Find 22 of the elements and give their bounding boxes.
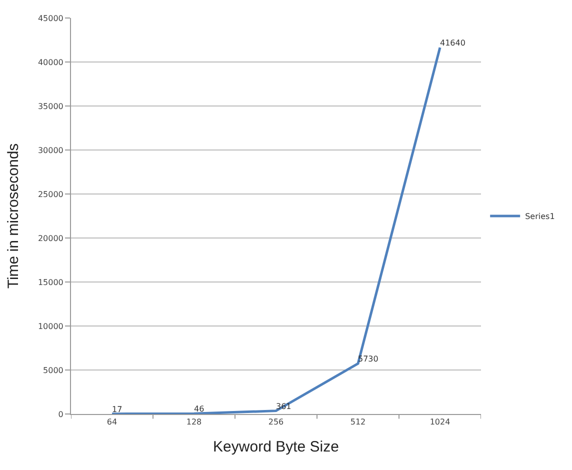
y-tick-label: 10000 [38, 322, 64, 331]
y-tick-label: 40000 [38, 58, 64, 67]
y-tick-label: 45000 [38, 14, 64, 23]
x-tick-label: 512 [350, 418, 366, 427]
x-tick-label: 256 [268, 418, 284, 427]
data-label: 46 [194, 404, 204, 414]
x-tick-label: 64 [106, 418, 118, 427]
data-label: 17 [112, 404, 122, 414]
y-tick-label: 30000 [38, 146, 64, 155]
x-axis-title: Keyword Byte Size [213, 438, 339, 456]
y-tick-label: 35000 [38, 102, 64, 111]
y-axis-title: Time in microseconds [5, 143, 22, 289]
legend-label: Series1 [525, 212, 555, 222]
x-tick-label: 1024 [430, 418, 450, 427]
y-tick-label: 15000 [38, 278, 64, 287]
line-series [110, 46, 442, 414]
data-label: 41640 [440, 38, 466, 48]
y-tick-label: 0 [58, 410, 64, 419]
y-tick-label: 25000 [38, 190, 64, 199]
y-tick-label: 5000 [43, 366, 64, 375]
x-tick-label: 128 [186, 418, 202, 427]
y-tick-label: 20000 [38, 234, 64, 243]
